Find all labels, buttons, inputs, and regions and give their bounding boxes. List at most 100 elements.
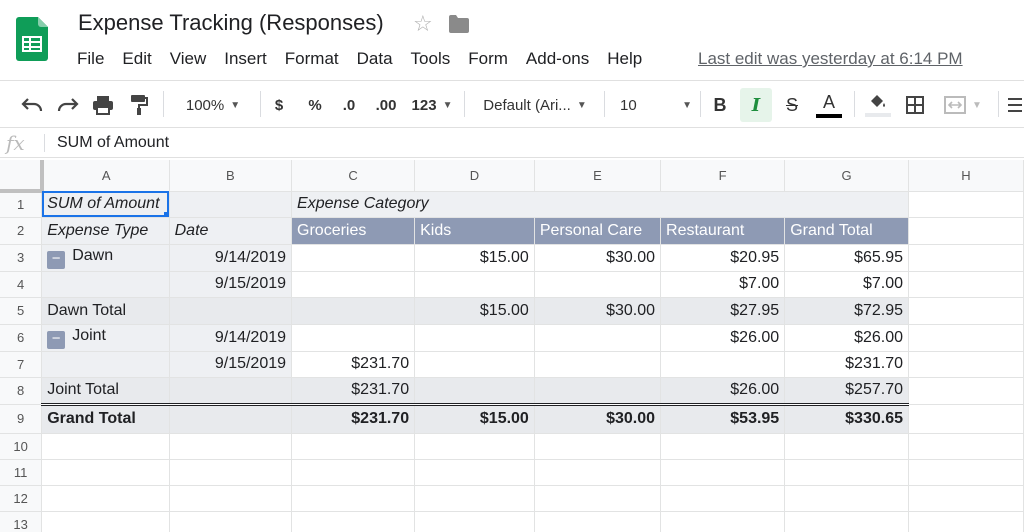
redo-icon[interactable] [54,81,82,129]
strikethrough-button[interactable]: S [785,94,798,115]
cell[interactable] [908,217,1024,245]
cell[interactable] [784,485,909,512]
value-cell[interactable] [534,271,662,298]
grand-total-label[interactable]: Grand Total [41,402,170,434]
cell[interactable] [41,433,170,460]
value-cell[interactable]: $15.00 [414,244,535,272]
value-cell[interactable]: $231.70 [291,351,416,378]
menu-help[interactable]: Help [607,49,643,68]
pivot-group-dawn[interactable]: − Dawn [41,244,170,272]
cell[interactable] [908,404,1024,434]
value-cell[interactable]: $231.70 [784,351,909,378]
row-header[interactable]: 6 [0,324,43,352]
column-header-e[interactable]: E [534,160,662,192]
cell[interactable] [908,324,1024,352]
row-header[interactable]: 8 [0,377,43,405]
cell[interactable] [908,244,1024,272]
cell[interactable] [908,271,1024,298]
cell[interactable] [660,485,786,512]
value-cell[interactable] [660,351,786,378]
grand-total-cell[interactable]: $53.95 [660,402,786,434]
grand-total-cell[interactable]: $231.70 [291,402,416,434]
pivot-column-group-label[interactable]: Expense Category [291,191,909,218]
row-header[interactable]: 9 [0,404,43,434]
cell[interactable] [908,511,1024,532]
value-cell[interactable] [534,351,662,378]
pivot-corner-label[interactable]: SUM of Amount [41,191,170,218]
cell[interactable] [41,485,170,512]
cell[interactable] [169,297,293,325]
value-cell[interactable]: $7.00 [784,271,909,298]
row-header[interactable]: 1 [0,191,43,218]
cell[interactable] [908,191,1024,218]
grand-total-cell[interactable]: $15.00 [414,402,535,434]
cell[interactable] [908,351,1024,378]
row-header[interactable]: 5 [0,297,43,325]
column-header-d[interactable]: D [414,160,535,192]
total-cell[interactable]: $15.00 [414,297,535,325]
text-color-button[interactable]: A [814,81,844,129]
folder-icon[interactable] [448,14,470,34]
menu-insert[interactable]: Insert [224,49,267,68]
cell[interactable] [534,433,662,460]
value-cell[interactable]: $30.00 [534,244,662,272]
pivot-category-header[interactable]: Groceries [291,217,416,245]
collapse-minus-icon[interactable]: − [47,250,66,269]
column-header-a[interactable]: A [41,160,170,192]
group-total-label[interactable]: Joint Total [41,377,170,405]
paint-format-icon[interactable] [126,81,152,129]
row-header[interactable]: 2 [0,217,43,245]
grand-total-cell[interactable]: $330.65 [784,402,909,434]
more-formats-select[interactable]: 123 ▼ [411,96,453,114]
pivot-row-header-date[interactable]: Date [169,217,293,245]
cell[interactable] [784,433,909,460]
percent-format-button[interactable]: % [308,96,322,114]
pivot-date-cell[interactable]: 9/14/2019 [169,244,293,272]
zoom-select[interactable]: 100% ▼ [185,96,241,114]
value-cell[interactable]: $20.95 [660,244,786,272]
value-cell[interactable] [291,244,416,272]
menu-edit[interactable]: Edit [122,49,152,68]
menu-add-ons[interactable]: Add-ons [525,49,590,68]
value-cell[interactable]: $26.00 [784,324,909,352]
cell[interactable] [660,511,786,532]
cell[interactable] [534,485,662,512]
menu-tools[interactable]: Tools [410,49,451,68]
print-icon[interactable] [90,81,116,129]
column-header-b[interactable]: B [169,160,293,192]
cell[interactable] [908,485,1024,512]
star-icon[interactable]: ☆ [413,11,433,36]
pivot-date-cell[interactable]: 9/14/2019 [169,324,293,352]
cell[interactable] [291,485,416,512]
cell[interactable] [169,402,293,434]
pivot-group-joint[interactable]: − Joint [41,324,170,352]
cell[interactable] [534,459,662,486]
cell[interactable] [169,191,293,218]
row-header[interactable]: 4 [0,271,43,298]
font-family-select[interactable]: Default (Ari... ▼ [483,96,587,114]
menu-format[interactable]: Format [284,49,339,68]
cell[interactable] [784,459,909,486]
cell[interactable] [908,459,1024,486]
column-header-c[interactable]: C [291,160,416,192]
total-cell[interactable] [414,377,535,405]
row-header[interactable]: 10 [0,433,43,460]
cell[interactable] [660,459,786,486]
pivot-category-header[interactable]: Kids [414,217,535,245]
font-size-select[interactable]: 10 ▼ [620,96,692,114]
undo-icon[interactable] [18,81,46,129]
pivot-row-header-expense-type[interactable]: Expense Type [41,217,170,245]
total-cell[interactable]: $26.00 [660,377,786,405]
value-cell[interactable] [534,324,662,352]
column-header-h[interactable]: H [908,160,1024,192]
column-header-g[interactable]: G [784,160,909,192]
menu-data[interactable]: Data [356,49,393,68]
cell[interactable] [908,433,1024,460]
cell[interactable] [414,433,535,460]
value-cell[interactable]: $26.00 [660,324,786,352]
value-cell[interactable]: $65.95 [784,244,909,272]
cell[interactable] [41,459,170,486]
cell[interactable] [908,297,1024,325]
total-cell[interactable]: $231.70 [291,377,416,405]
borders-button[interactable] [902,81,928,129]
